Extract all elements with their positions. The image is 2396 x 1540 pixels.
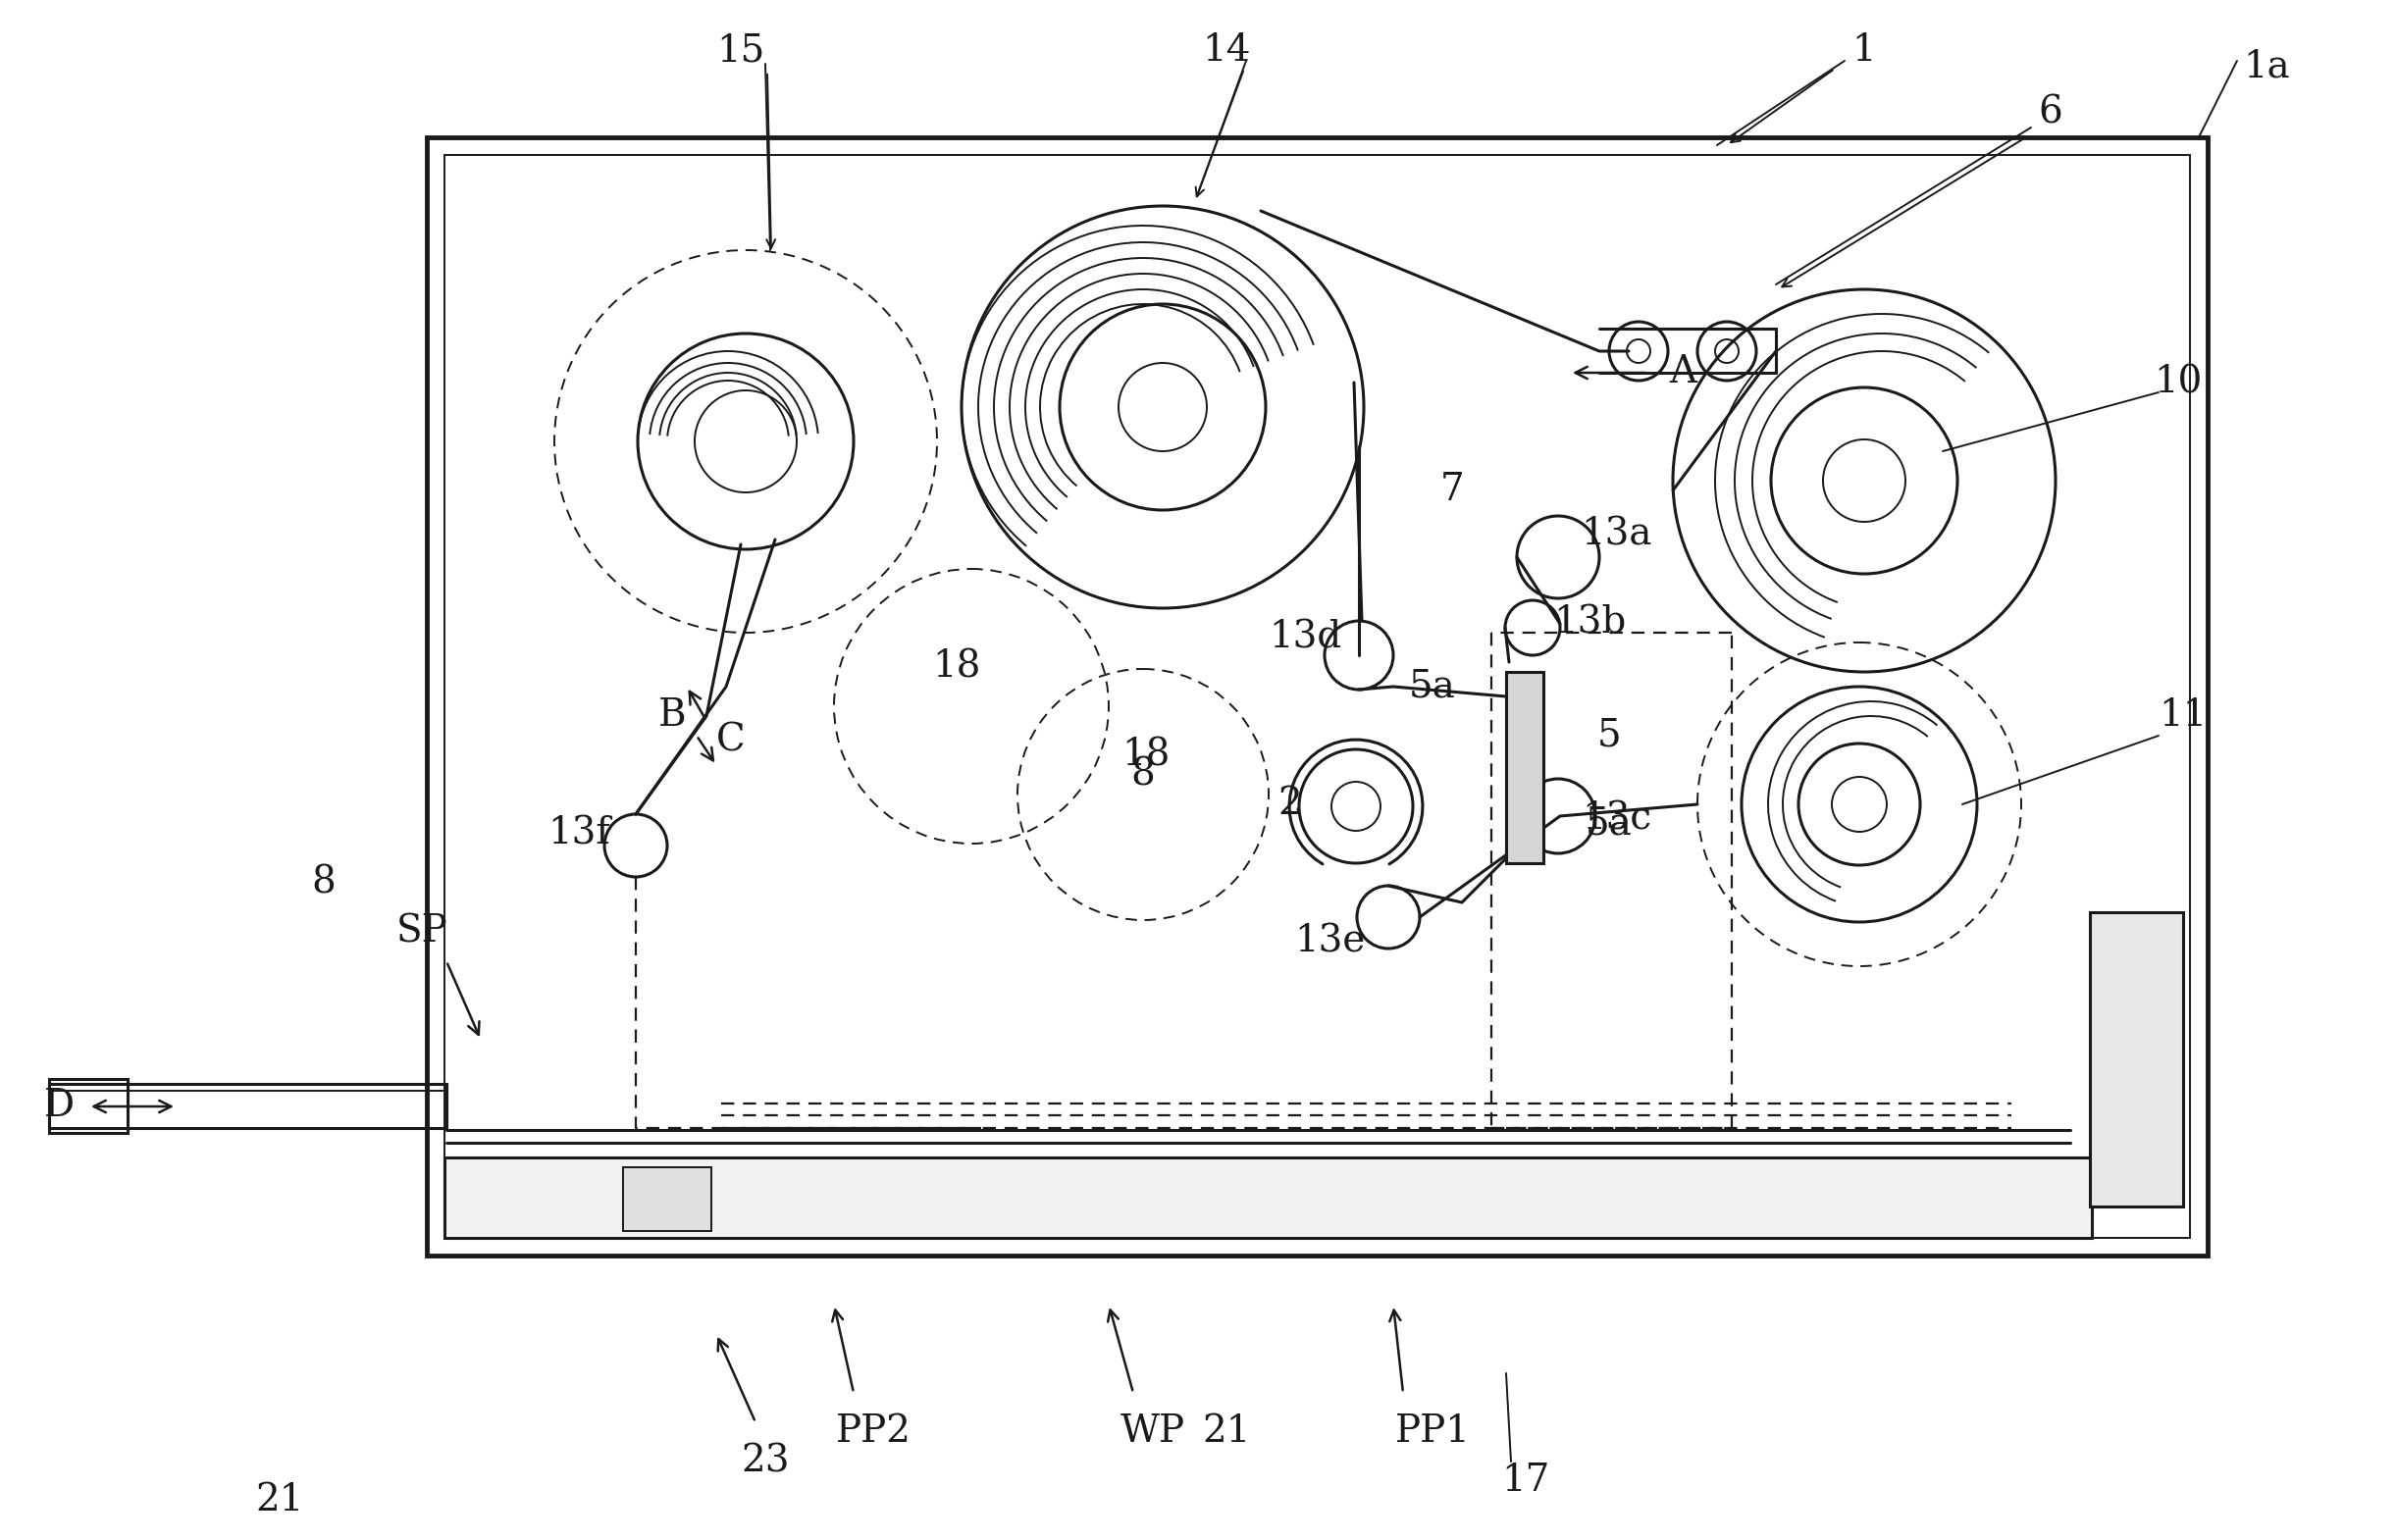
Text: 1: 1	[1852, 32, 1876, 69]
Bar	[48, 1080, 127, 1133]
Text: 17: 17	[1502, 1463, 1550, 1500]
Text: 18: 18	[932, 648, 980, 685]
Text: 14: 14	[1203, 32, 1251, 69]
Text: 1a: 1a	[2243, 49, 2291, 85]
Text: 13d: 13d	[1267, 619, 1342, 656]
Text: 13e: 13e	[1294, 924, 1366, 959]
Text: 15: 15	[716, 32, 764, 69]
Text: 13b: 13b	[1553, 605, 1627, 641]
Text: 7: 7	[1440, 473, 1464, 508]
Text: 6: 6	[2039, 94, 2063, 131]
Text: SP: SP	[395, 913, 448, 950]
Text: D: D	[43, 1089, 74, 1124]
Bar	[2089, 912, 2183, 1206]
Bar	[446, 156, 2190, 1238]
Bar	[1507, 671, 1543, 864]
Text: B: B	[659, 698, 685, 735]
Text: 13a: 13a	[1581, 516, 1653, 553]
Bar	[48, 1084, 446, 1127]
Text: WP: WP	[1121, 1414, 1186, 1451]
Text: 21: 21	[256, 1483, 304, 1518]
Text: 10: 10	[2154, 365, 2202, 400]
Text: 5: 5	[1598, 718, 1622, 753]
Bar	[623, 1167, 712, 1230]
Text: 21: 21	[1203, 1414, 1251, 1451]
Text: PP2: PP2	[836, 1414, 910, 1451]
Bar	[446, 1158, 2092, 1238]
Text: 13c: 13c	[1581, 801, 1651, 838]
Text: 8: 8	[1131, 756, 1155, 793]
Text: 2: 2	[1277, 787, 1303, 822]
Text: A: A	[1670, 354, 1696, 391]
Text: 18: 18	[1121, 738, 1169, 773]
Text: 13f: 13f	[549, 816, 611, 852]
Text: 5a: 5a	[1586, 805, 1632, 842]
Text: C: C	[716, 722, 745, 759]
Text: PP1: PP1	[1394, 1414, 1471, 1451]
Text: 8: 8	[311, 864, 335, 901]
Text: 5a: 5a	[1409, 668, 1457, 705]
Text: 23: 23	[740, 1443, 791, 1480]
Bar	[426, 137, 2207, 1255]
Text: 11: 11	[2159, 698, 2207, 735]
